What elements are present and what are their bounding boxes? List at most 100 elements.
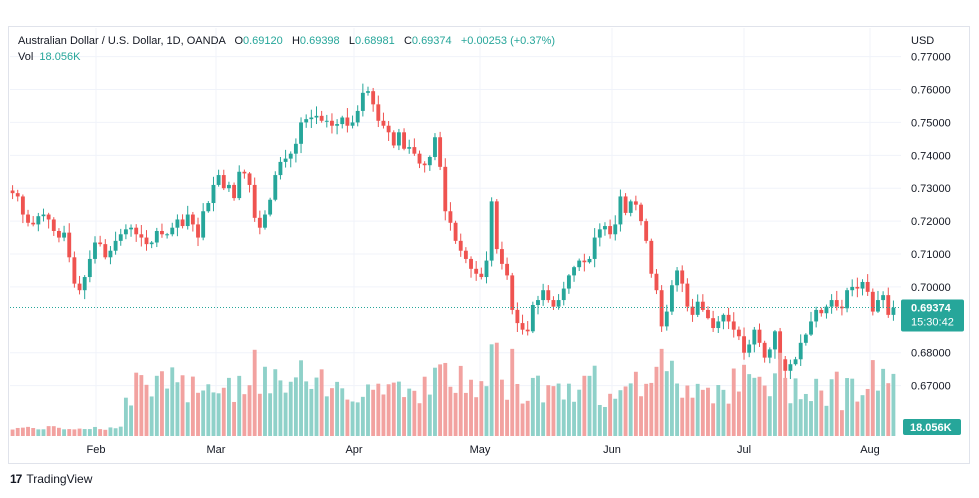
candle-body <box>391 132 396 146</box>
volume-bar <box>891 373 896 436</box>
volume-bar <box>314 377 319 436</box>
volume-bar <box>82 429 87 436</box>
volume-bar <box>381 394 386 436</box>
candle-body <box>123 229 128 235</box>
volume-bar <box>41 429 46 436</box>
candle-body <box>278 161 283 176</box>
candle-body <box>51 219 56 231</box>
candle-body <box>355 110 360 123</box>
volume-bar <box>206 384 211 436</box>
candle-body <box>165 234 170 236</box>
volume-bar <box>412 390 417 436</box>
volume-bar <box>608 393 613 436</box>
volume-bar <box>170 367 175 436</box>
legend-ohlc: Australian Dollar / U.S. Dollar, 1D, OAN… <box>18 35 555 47</box>
volume-bar <box>587 375 592 436</box>
volume-bar <box>793 378 798 436</box>
candle-body <box>731 321 736 330</box>
candle-body <box>206 203 211 212</box>
volume-bar <box>865 388 870 436</box>
candle-body <box>154 230 159 243</box>
candle-body <box>93 242 97 259</box>
volume-bar <box>685 385 690 436</box>
tradingview-watermark[interactable]: 17 TradingView <box>10 472 92 486</box>
candle-body <box>561 288 566 301</box>
volume-bar <box>237 375 242 436</box>
candle-body <box>448 211 453 223</box>
volume-bar <box>731 368 736 436</box>
candle-body <box>819 309 824 314</box>
close-label: C <box>403 35 412 47</box>
candle-body <box>510 275 515 310</box>
candle-body <box>386 125 391 133</box>
candle-body <box>757 329 762 343</box>
volume-bar <box>706 387 710 436</box>
volume-bar <box>123 397 128 436</box>
time-tick-label: Jun <box>603 444 621 456</box>
change-value: +0.00253 (+0.37%) <box>460 35 556 47</box>
candle-body <box>129 227 133 230</box>
volume-bar <box>144 384 149 436</box>
volume-bar <box>190 376 195 436</box>
volume-badge <box>903 419 961 435</box>
volume-bar <box>803 393 808 436</box>
price-tick-label: 0.77000 <box>911 52 951 64</box>
candle-body <box>608 226 613 235</box>
price-tick-label: 0.68000 <box>911 348 951 360</box>
candle-body <box>417 153 422 164</box>
candle-body <box>505 263 510 276</box>
candle-body <box>721 314 726 322</box>
volume-bar <box>103 429 108 436</box>
volume-bar <box>443 362 448 436</box>
candle-body <box>845 290 849 309</box>
volume-bar <box>31 428 36 436</box>
candle-body <box>160 230 164 235</box>
time-tick-label: Jul <box>737 444 751 456</box>
candle-body <box>551 300 556 307</box>
volume-bar <box>283 392 288 436</box>
volume-bar <box>134 372 139 436</box>
volume-bar <box>690 397 695 436</box>
volume-bar <box>525 400 530 436</box>
volume-bar <box>654 366 659 436</box>
volume-bar <box>149 396 154 436</box>
volume-bar <box>51 426 56 436</box>
candle-body <box>680 270 685 284</box>
candle-body <box>268 199 273 215</box>
volume-bar <box>273 369 278 436</box>
price-tick-label: 0.73000 <box>911 183 951 195</box>
candle-body <box>809 321 813 335</box>
candle-body <box>659 290 664 327</box>
candle-body <box>108 250 113 258</box>
volume-bar <box>783 377 788 436</box>
volume-bar <box>881 368 886 436</box>
candle-body <box>371 91 376 105</box>
candle-body <box>788 364 793 371</box>
candle-body <box>407 147 412 149</box>
candle-body <box>36 216 41 225</box>
volume-bar <box>196 392 200 436</box>
candle-body <box>654 273 659 291</box>
volume-bar <box>824 405 829 436</box>
candle-body <box>139 234 144 238</box>
candle-body <box>103 244 108 258</box>
volume-value: 18.056K <box>39 51 81 63</box>
price-tick-label: 0.67000 <box>911 381 951 393</box>
low-label: L <box>348 35 355 47</box>
candle-body <box>149 242 154 245</box>
volume-bar <box>252 349 257 436</box>
volume-bar <box>165 388 170 436</box>
volume-bar <box>407 388 412 436</box>
volume-label: Vol <box>18 51 34 63</box>
candle-body <box>711 318 716 329</box>
candle-body <box>257 217 262 228</box>
candle-body <box>46 214 51 220</box>
volume-bar <box>752 377 757 436</box>
candle-body <box>263 214 267 228</box>
candle-body <box>695 301 700 315</box>
candle-body <box>778 331 783 360</box>
time-tick-label: Aug <box>860 444 880 456</box>
volume-bar <box>613 398 618 436</box>
volume-bar <box>113 428 118 436</box>
